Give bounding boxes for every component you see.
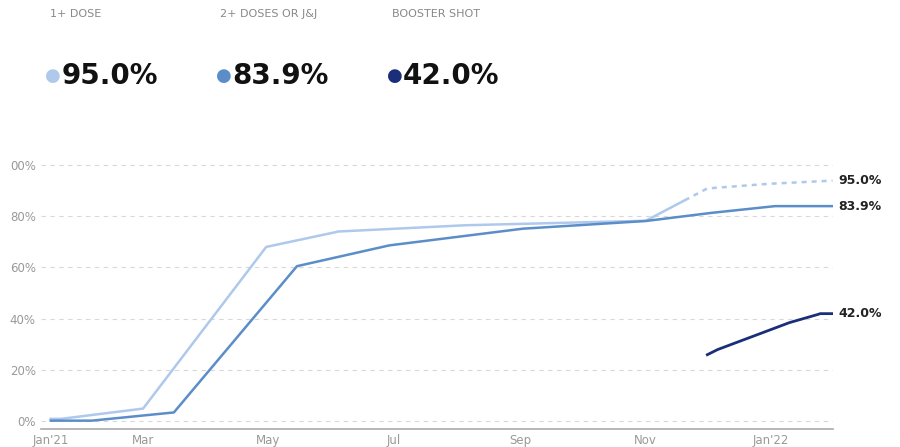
Text: ●: ● — [216, 67, 232, 85]
Text: 83.9%: 83.9% — [838, 200, 881, 213]
Text: 95.0%: 95.0% — [838, 174, 881, 187]
Text: 42.0%: 42.0% — [403, 62, 500, 90]
Text: 95.0%: 95.0% — [61, 62, 158, 90]
Text: BOOSTER SHOT: BOOSTER SHOT — [392, 9, 480, 19]
Text: 2+ DOSES OR J&J: 2+ DOSES OR J&J — [220, 9, 318, 19]
Text: ●: ● — [387, 67, 403, 85]
Text: 42.0%: 42.0% — [838, 307, 882, 320]
Text: 1+ DOSE: 1+ DOSE — [50, 9, 101, 19]
Text: 83.9%: 83.9% — [232, 62, 328, 90]
Text: ●: ● — [45, 67, 61, 85]
